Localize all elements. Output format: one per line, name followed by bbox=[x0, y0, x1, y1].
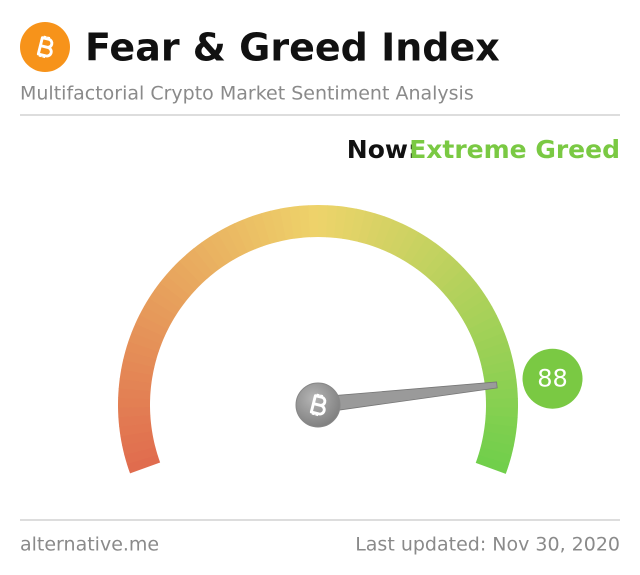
gauge-segment bbox=[479, 350, 513, 368]
gauge-segment bbox=[350, 208, 367, 242]
gauge-segment bbox=[308, 205, 319, 238]
gauge-segment bbox=[186, 248, 214, 279]
gauge-segment bbox=[450, 282, 483, 309]
gauge-segment bbox=[252, 213, 271, 247]
gauge-segment bbox=[483, 369, 517, 384]
gauge-segment bbox=[270, 208, 287, 242]
gauge-segment bbox=[342, 207, 357, 241]
gauge-segment bbox=[165, 267, 196, 296]
now-label: Now: bbox=[347, 135, 418, 164]
gauge-segment bbox=[118, 406, 151, 418]
gauge-segment bbox=[126, 454, 161, 474]
gauge-segment bbox=[468, 314, 501, 338]
gauge-segment bbox=[460, 298, 493, 323]
gauge-segment bbox=[154, 282, 186, 309]
gauge-segment bbox=[148, 289, 181, 316]
gauge-segment bbox=[402, 232, 428, 265]
gauge-segment bbox=[209, 231, 234, 265]
gauge-segment bbox=[445, 275, 477, 303]
gauge-segment bbox=[193, 242, 221, 274]
gauge-segment bbox=[125, 341, 159, 360]
gauge-segment bbox=[131, 323, 165, 345]
source: alternative.me bbox=[20, 534, 159, 556]
gauge-segment bbox=[124, 446, 158, 465]
gauge-segment bbox=[409, 237, 436, 269]
gauge-segment bbox=[475, 454, 510, 474]
gauge-segment bbox=[422, 248, 451, 279]
gauge-segment bbox=[118, 397, 151, 408]
gauge-segment bbox=[128, 332, 162, 352]
gauge-segment bbox=[143, 297, 177, 323]
gauge-segment bbox=[416, 242, 443, 274]
gauge-segment bbox=[455, 290, 488, 316]
gauge-segment bbox=[482, 431, 516, 447]
gauge-segment bbox=[478, 447, 512, 465]
gauge-segment bbox=[289, 205, 303, 239]
gauge-segment bbox=[464, 306, 497, 330]
gauge-segment bbox=[122, 438, 156, 456]
gauge-segment bbox=[318, 205, 329, 238]
gauge-segment bbox=[119, 368, 153, 384]
gauge-segment bbox=[481, 360, 515, 376]
gauge-segment bbox=[365, 213, 385, 247]
gauge-segment bbox=[388, 223, 411, 257]
gauge-segment bbox=[474, 332, 508, 353]
gauge-segment bbox=[440, 267, 471, 297]
gauge-segment bbox=[298, 205, 311, 238]
gauge-segment bbox=[139, 306, 172, 330]
gauge-segment bbox=[118, 387, 151, 400]
gauge-segment bbox=[217, 227, 241, 260]
gauge-segment bbox=[172, 260, 202, 290]
gauge-segment bbox=[485, 398, 518, 409]
gauge-segment bbox=[159, 274, 191, 303]
value-label: 88 bbox=[537, 365, 568, 393]
gauge-segment bbox=[477, 341, 511, 360]
gauge-segment bbox=[380, 219, 403, 253]
last-updated: Last updated: Nov 30, 2020 bbox=[355, 534, 620, 556]
gauge-segment bbox=[485, 407, 518, 418]
gauge-segment bbox=[261, 210, 279, 244]
gauge-segment bbox=[428, 254, 458, 285]
gauge-segment bbox=[483, 423, 517, 437]
gauge-segment bbox=[118, 414, 151, 427]
gauge-segment bbox=[135, 314, 169, 337]
gauge-segment bbox=[225, 223, 249, 256]
gauge-segment bbox=[334, 205, 348, 239]
value-bubble bbox=[522, 348, 583, 409]
gauge-segment bbox=[119, 422, 153, 437]
gauge-segment bbox=[434, 261, 465, 291]
gauge-segment bbox=[234, 219, 256, 253]
gauge-segment bbox=[357, 210, 376, 245]
gauge-segment bbox=[201, 237, 227, 269]
gauge-segment bbox=[179, 254, 208, 285]
classification: Extreme Greed bbox=[409, 135, 620, 164]
title: Fear & Greed Index bbox=[85, 26, 500, 70]
gauge-segment bbox=[471, 323, 505, 345]
gauge-segment bbox=[243, 216, 263, 250]
subtitle: Multifactorial Crypto Market Sentiment A… bbox=[20, 83, 474, 105]
gauge-segment bbox=[480, 439, 514, 456]
gauge-segment bbox=[373, 216, 394, 250]
gauge-segment bbox=[395, 227, 420, 261]
gauge-segment bbox=[485, 388, 518, 400]
needle bbox=[316, 381, 498, 414]
gauge-segment bbox=[123, 350, 157, 368]
gauge-segment bbox=[326, 205, 338, 238]
gauge: 88 bbox=[118, 205, 583, 474]
gauge-segment bbox=[121, 359, 155, 376]
